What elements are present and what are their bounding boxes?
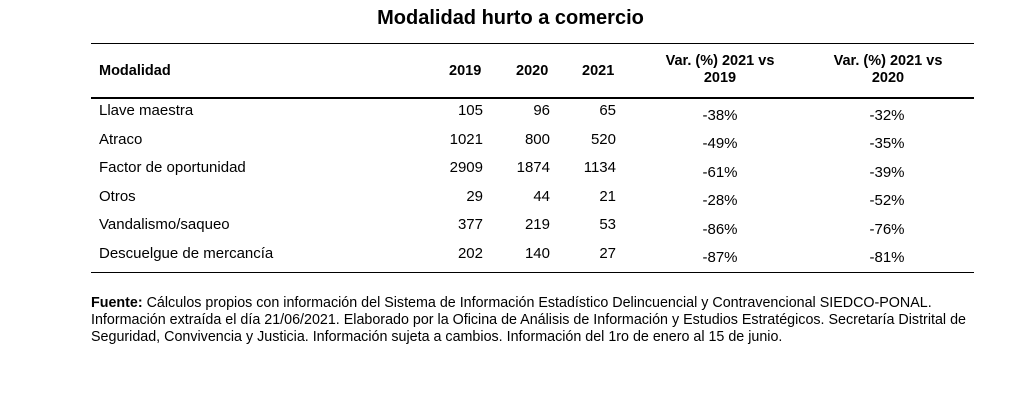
row-6-var2020: -81%: [869, 249, 905, 266]
row-4-var2020: -52%: [869, 192, 905, 209]
row-4-modalidad: Otros: [99, 188, 136, 205]
row-2-var2020: -35%: [869, 135, 905, 152]
row-2-modalidad: Atraco: [99, 131, 143, 148]
row-1-var2020: -32%: [869, 107, 905, 124]
row-3-modalidad: Factor de oportunidad: [99, 159, 246, 176]
row-2-2020: 800: [524, 131, 550, 148]
row-3-2020: 1874: [516, 159, 550, 176]
row-2-var2019: -49%: [702, 135, 738, 152]
row-2-2019: 1021: [449, 131, 483, 148]
row-4-2020: 44: [533, 188, 550, 205]
row-6-2020: 140: [524, 245, 550, 262]
header-var-2019-line1: Var. (%) 2021 vs: [665, 53, 775, 69]
row-1-2021: 65: [599, 102, 616, 119]
row-3-var2019: -61%: [702, 164, 738, 181]
row-4-2021: 21: [599, 188, 616, 205]
footnote-text: Cálculos propios con información del Sis…: [91, 295, 966, 345]
row-5-modalidad: Vandalismo/saqueo: [99, 216, 230, 233]
row-3-var2020: -39%: [869, 164, 905, 181]
header-var-2019-line2: 2019: [703, 70, 737, 86]
row-6-var2019: -87%: [702, 249, 738, 266]
source-footnote: Fuente: Cálculos propios con información…: [91, 295, 991, 346]
header-var-2020-line2: 2020: [871, 70, 905, 86]
row-1-2019: 105: [457, 102, 483, 119]
table-title: Modalidad hurto a comercio: [377, 7, 644, 29]
header-2020: 2020: [516, 63, 549, 79]
header-rule: [91, 97, 974, 99]
header-modalidad: Modalidad: [99, 63, 171, 79]
row-2-2021: 520: [590, 131, 616, 148]
header-2019: 2019: [449, 63, 482, 79]
table-bottom-rule: [91, 272, 974, 273]
row-1-modalidad: Llave maestra: [99, 102, 194, 119]
row-3-2019: 2909: [449, 159, 483, 176]
row-5-var2020: -76%: [869, 221, 905, 238]
row-4-2019: 29: [466, 188, 483, 205]
row-6-modalidad: Descuelgue de mercancía: [99, 245, 274, 262]
table-top-rule: [91, 43, 974, 44]
row-6-2021: 27: [599, 245, 616, 262]
row-6-2019: 202: [457, 245, 483, 262]
header-var-2020-line1: Var. (%) 2021 vs: [833, 53, 943, 69]
row-5-2020: 219: [524, 216, 550, 233]
row-3-2021: 1134: [583, 159, 616, 176]
row-1-var2019: -38%: [702, 107, 738, 124]
row-1-2020: 96: [533, 102, 550, 119]
row-5-2021: 53: [599, 216, 616, 233]
row-4-var2019: -28%: [702, 192, 738, 209]
header-2021: 2021: [582, 63, 615, 79]
footnote-label: Fuente:: [91, 295, 143, 311]
row-5-2019: 377: [457, 216, 483, 233]
row-5-var2019: -86%: [702, 221, 738, 238]
